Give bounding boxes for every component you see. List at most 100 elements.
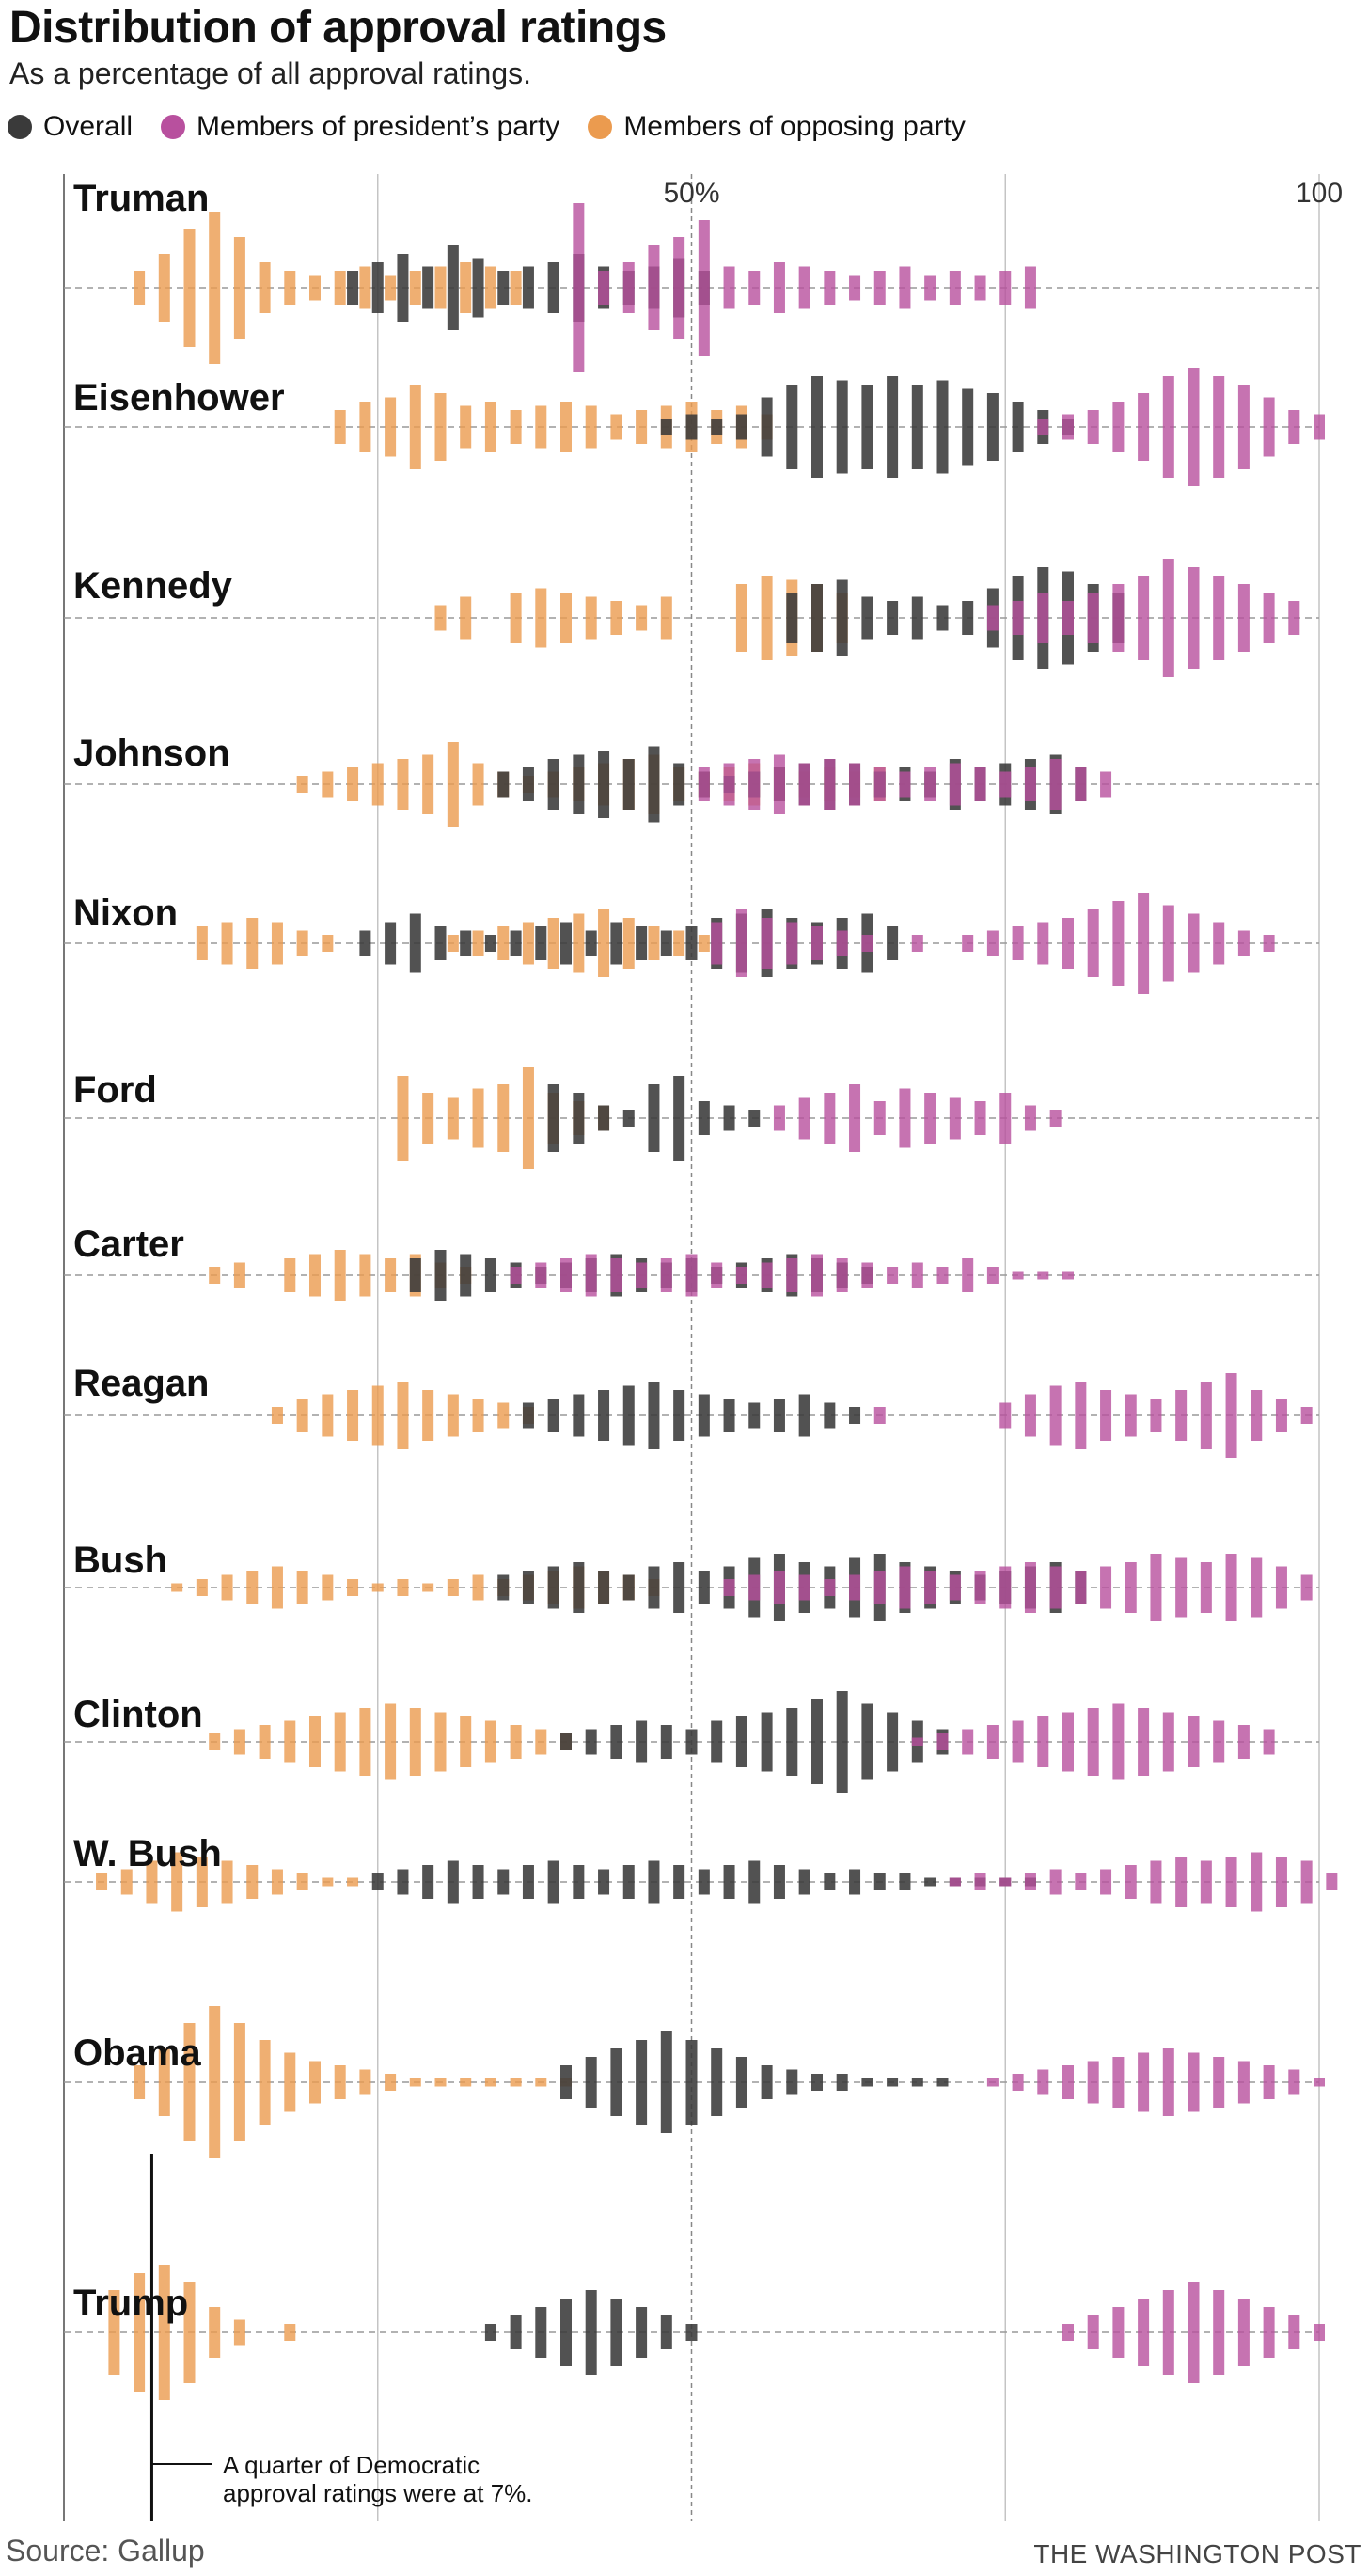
president-label: Clinton [73,1694,203,1735]
bar-president [1024,767,1036,801]
bar-overall [547,262,559,313]
bar-president [986,930,999,956]
bar-overall [798,1869,810,1895]
bar-overall [397,1869,409,1895]
bar-president [1087,410,1099,444]
bar-president [986,1725,999,1759]
bar-opposing [322,771,334,798]
bar-president [1275,1857,1287,1907]
bar-president [1237,930,1250,956]
bar-president [1049,1385,1062,1446]
bar-opposing [497,926,510,960]
bar-opposing [698,935,710,952]
bar-overall [773,1865,785,1899]
bar-president [1112,2307,1125,2358]
bar-opposing [397,759,409,810]
bar-opposing [246,1865,259,1899]
bar-overall [811,584,823,652]
bar-overall [359,930,371,956]
bar-president [962,1258,974,1292]
bar-president [811,1254,823,1297]
bar-overall [748,1402,761,1429]
bar-president [1314,414,1325,440]
bar-opposing [447,935,459,952]
bar-opposing [134,2065,146,2099]
bar-president [1075,1873,1087,1890]
bar-overall [660,2315,672,2349]
bar-president [1100,771,1112,798]
bar-president [1213,2057,1225,2108]
bar-president [1251,1390,1263,1441]
bar-overall [911,385,923,469]
bar-opposing [510,410,522,444]
bar-overall [673,1076,685,1161]
bar-opposing [371,763,384,806]
bar-opposing [296,1571,308,1604]
bar-opposing [510,271,522,305]
bar-opposing [171,1852,183,1912]
bar-president [936,1733,949,1750]
bar-overall [610,2299,622,2366]
bar-opposing [196,926,208,960]
bar-president [1300,1574,1313,1601]
bar-president [1200,1860,1212,1904]
bar-overall [522,266,534,309]
bar-president [1024,1394,1036,1437]
bar-opposing [209,212,221,364]
bar-president [1150,1860,1162,1904]
bar-president [1024,266,1036,309]
bar-overall [636,926,648,960]
bar-president [1100,1390,1112,1441]
bar-opposing [209,2006,221,2158]
bar-president [1288,2315,1300,2349]
bar-president [1213,376,1225,478]
bar-overall [472,258,484,318]
bar-president [861,935,873,952]
bar-overall [397,254,409,322]
tick-label: 50% [663,178,719,209]
bar-president [873,1571,886,1604]
bar-opposing [447,1097,459,1140]
bar-opposing [209,2307,221,2358]
bar-overall [861,596,873,640]
bar-president [887,1267,899,1284]
bar-president [824,1093,836,1144]
bar-president [974,1873,986,1890]
bar-overall [673,1865,685,1899]
bar-president [1062,918,1074,969]
bar-overall [598,1869,610,1895]
bar-opposing [309,1716,321,1767]
bar-president [1263,935,1275,952]
bar-overall [986,393,999,461]
publisher-credit: THE WASHINGTON POST [1033,2539,1361,2568]
bar-overall [673,1562,685,1613]
bar-president [698,767,710,801]
bar-president [1175,1390,1188,1441]
bar-opposing [209,1733,221,1750]
bar-president [849,1574,861,1601]
bar-opposing [510,2078,522,2087]
bar-president [1138,2299,1150,2366]
bar-opposing [447,742,459,827]
bar-president [1275,1566,1287,1609]
bar-opposing [535,405,547,449]
bar-overall [447,245,459,330]
bar-overall [861,2078,873,2087]
bar-overall [899,1873,911,1890]
bar-president [648,245,660,330]
bar-president [849,275,861,301]
bar-opposing [460,596,472,640]
bar-overall [484,2324,496,2341]
bar-overall [685,2040,698,2125]
bar-president [1213,1720,1225,1763]
bar-opposing [233,1262,245,1288]
bar-overall [598,751,610,818]
bar-opposing [96,1873,108,1890]
bar-president [1263,397,1275,457]
bar-overall [484,1258,496,1292]
bar-opposing [120,1869,133,1895]
bar-overall [911,596,923,640]
bar-overall [761,2065,773,2099]
bar-opposing [497,1084,510,1152]
bar-overall [723,1399,735,1432]
